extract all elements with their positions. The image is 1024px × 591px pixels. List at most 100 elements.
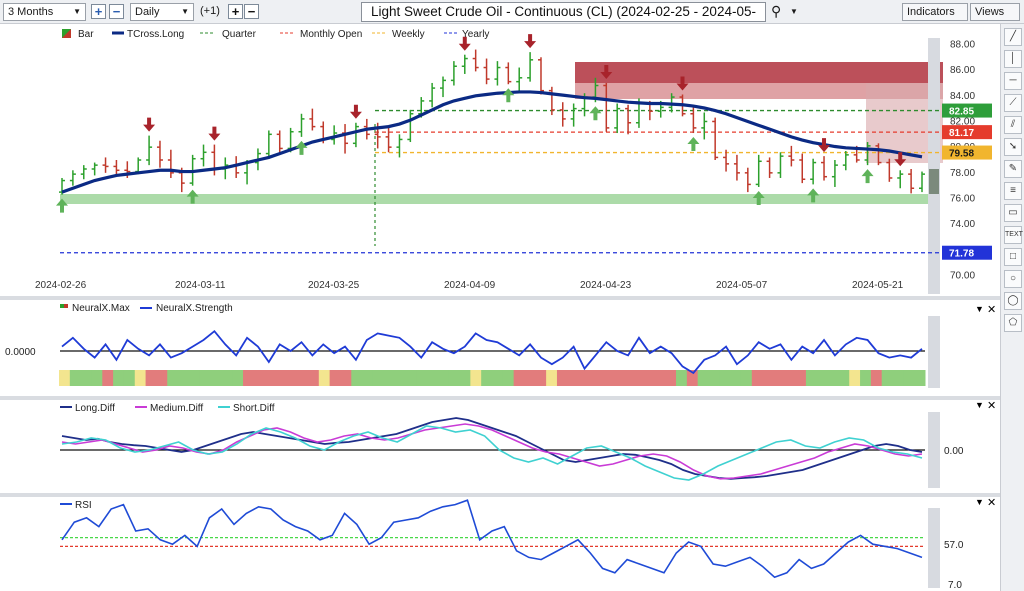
- legend-weekly: Weekly: [392, 29, 425, 40]
- neuralx-max-block: [459, 370, 471, 386]
- trendline-icon[interactable]: ⟋: [1004, 94, 1022, 112]
- scroll-gutter[interactable]: [928, 316, 940, 388]
- price-bar: [777, 152, 784, 178]
- neuralx-max-block: [860, 370, 872, 386]
- price-tag: [942, 245, 992, 260]
- legend-yearly: Yearly: [462, 29, 489, 40]
- neuralx-max-block: [145, 370, 157, 386]
- price-tag: [942, 145, 992, 160]
- resistance-zone: [575, 62, 943, 83]
- callout-icon[interactable]: ▭: [1004, 204, 1022, 222]
- pane-menu-icon[interactable]: ▼: [975, 400, 984, 410]
- zoom-out-button[interactable]: −: [109, 4, 124, 19]
- range-select[interactable]: 3 Months ▼: [3, 3, 86, 21]
- chart-title[interactable]: Light Sweet Crude Oil - Continuous (CL) …: [361, 2, 766, 37]
- text-icon[interactable]: TEXT: [1004, 226, 1023, 244]
- scroll-gutter[interactable]: [928, 412, 940, 488]
- price-bar: [559, 102, 566, 127]
- neuralx-max-block: [676, 370, 688, 386]
- neuralx-max-block: [914, 370, 926, 386]
- indicators-button[interactable]: Indicators ▼: [902, 3, 968, 33]
- horizontal-line-icon[interactable]: ─: [1004, 72, 1022, 90]
- scroll-gutter[interactable]: [928, 38, 940, 294]
- pencil-icon[interactable]: ╱: [1004, 28, 1022, 46]
- neuralx-zero-label: 0.0000: [5, 347, 36, 358]
- neuralx-max-block: [870, 370, 883, 386]
- ellipse-icon[interactable]: ◯: [1004, 292, 1022, 310]
- channel-icon[interactable]: ⫽: [1004, 116, 1022, 134]
- neuralx-max-block: [719, 370, 731, 386]
- price-pane: 88.0086.0084.0082.0080.0078.0076.0074.00…: [56, 34, 992, 294]
- interval-select[interactable]: Daily ▼: [130, 3, 194, 21]
- price-bar: [788, 145, 795, 167]
- diff-pane: Long.Diff Medium.Diff Short.Diff 0.00 ▼ …: [60, 400, 996, 488]
- neuralx-max-block: [264, 370, 276, 386]
- neuralx-max-block: [253, 370, 266, 386]
- neuralx-max-block: [849, 370, 861, 386]
- scroll-gutter[interactable]: [928, 508, 940, 588]
- search-icon[interactable]: ⚲: [771, 3, 782, 19]
- neuralx-max-block: [156, 370, 168, 386]
- brush-icon[interactable]: ✎: [1004, 160, 1022, 178]
- sell-arrow-icon: [208, 126, 221, 141]
- neuralx-max-block: [492, 370, 504, 386]
- price-bar: [897, 170, 904, 189]
- neuralx-strength-line: [61, 329, 923, 375]
- pane-menu-icon[interactable]: ▼: [975, 304, 984, 314]
- neuralx-max-block: [329, 370, 341, 386]
- price-bar: [167, 149, 174, 178]
- price-bar: [505, 62, 512, 85]
- price-bar: [472, 49, 479, 72]
- neuralx-max-block: [881, 370, 894, 386]
- toolbar: 3 Months ▼ + − Daily ▼ (+1) + − Light Swee…: [0, 0, 1024, 37]
- neuralx-max-block: [199, 370, 212, 386]
- offset-increase-button[interactable]: +: [228, 4, 243, 19]
- price-tag-label: 81.17: [949, 128, 974, 139]
- neuralx-max-block: [795, 370, 807, 386]
- price-bar: [102, 157, 109, 173]
- close-icon[interactable]: ✕: [987, 400, 996, 412]
- price-tag-label: 79.58: [949, 149, 974, 160]
- vertical-line-icon[interactable]: │: [1004, 50, 1022, 68]
- fibonacci-icon[interactable]: ≡: [1004, 182, 1022, 200]
- price-bar: [842, 151, 849, 171]
- chart-area[interactable]: 88.0086.0084.0082.0080.0078.0076.0074.00…: [0, 24, 1000, 591]
- price-bar: [537, 57, 544, 95]
- neuralx-max-block: [805, 370, 818, 386]
- neuralx-max-block: [102, 370, 114, 386]
- neuralx-max-block: [69, 370, 82, 386]
- rsi-pane: RSI 57.0 7.0 ▼ ✕: [60, 497, 996, 591]
- zoom-in-button[interactable]: +: [91, 4, 106, 19]
- close-icon[interactable]: ✕: [987, 497, 996, 509]
- neuralx-max-block: [762, 370, 774, 386]
- price-bar: [516, 67, 523, 94]
- polygon-icon[interactable]: ⬠: [1004, 314, 1022, 332]
- price-bar: [614, 103, 621, 134]
- legend-bar: Bar: [78, 29, 94, 40]
- chevron-down-icon[interactable]: ▼: [790, 7, 798, 16]
- neuralx-max-block: [686, 370, 699, 386]
- neuralx-max-block: [210, 370, 222, 386]
- views-button[interactable]: Views ▼: [970, 3, 1020, 33]
- neuralx-max-block: [286, 370, 298, 386]
- circle-icon[interactable]: ○: [1004, 270, 1022, 288]
- pane-menu-icon[interactable]: ▼: [975, 497, 984, 507]
- drawing-tools-panel: ╱ │ ─ ⟋ ⫽ ➘ ✎ ≡ ▭ TEXT □ ○ ◯ ⬠: [1000, 24, 1024, 591]
- neuralx-max-block: [232, 370, 244, 386]
- legend-neuralx-max: NeuralX.Max: [72, 303, 130, 314]
- price-bar: [331, 125, 338, 145]
- neuralx-max-block: [351, 370, 363, 386]
- cursor-icon[interactable]: ➘: [1004, 138, 1022, 156]
- offset-decrease-button[interactable]: −: [244, 4, 259, 19]
- price-bar: [875, 143, 882, 166]
- price-bar: [352, 122, 359, 148]
- neuralx-max-block: [665, 370, 677, 386]
- close-icon[interactable]: ✕: [987, 304, 996, 316]
- buy-arrow-icon: [56, 198, 68, 213]
- neuralx-max-block: [589, 370, 601, 386]
- rectangle-icon[interactable]: □: [1004, 248, 1022, 266]
- sell-arrow-icon: [458, 36, 471, 51]
- neuralx-max-block: [243, 370, 255, 386]
- x-tick-label: 2024-05-07: [716, 280, 768, 291]
- price-bar: [91, 162, 98, 176]
